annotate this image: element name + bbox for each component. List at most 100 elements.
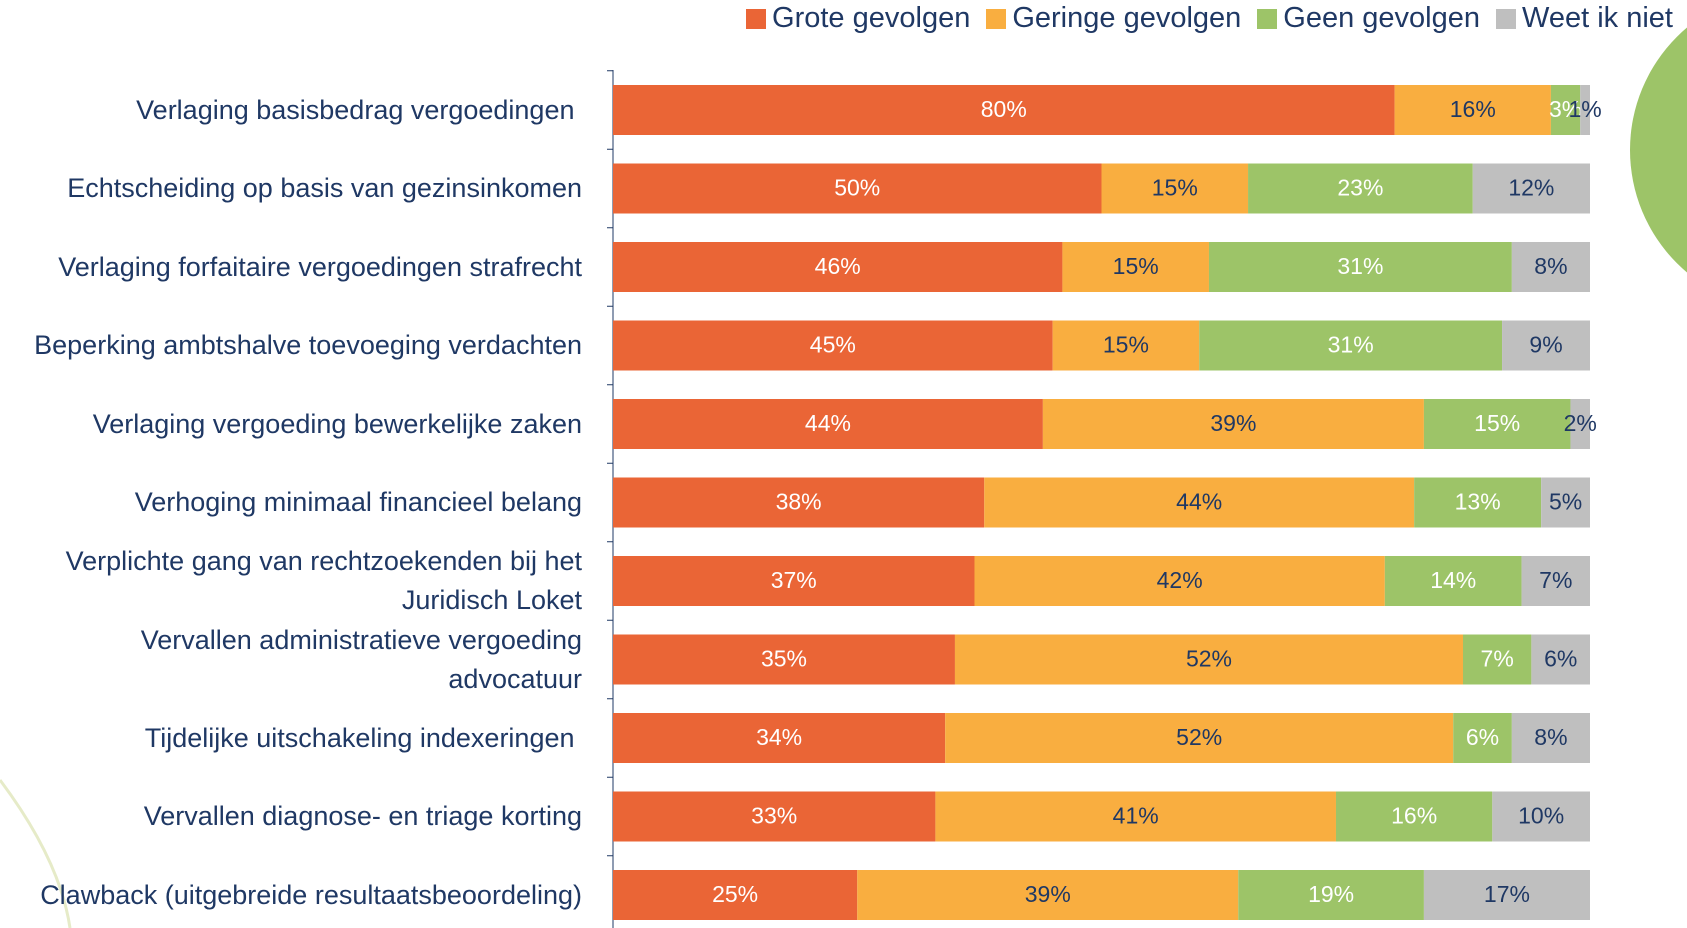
category-label: Tijdelijke uitschakeling indexeringen: [144, 722, 582, 753]
data-label: 38%: [776, 489, 822, 515]
data-label: 15%: [1474, 410, 1520, 436]
bar-segment: [613, 870, 858, 920]
bar-segment: [1062, 242, 1209, 292]
bar-segment: [945, 713, 1454, 763]
data-label: 25%: [712, 881, 758, 907]
category-label-box: Beperking ambtshalve toevoeging verdacht…: [0, 307, 582, 385]
data-label: 15%: [1152, 175, 1198, 201]
legend-swatch: [986, 8, 1007, 29]
bar-segment: [984, 477, 1415, 528]
data-label: 31%: [1328, 332, 1374, 358]
legend-label: Grote gevolgen: [772, 2, 971, 34]
category-label-box: Vervallen administratieve vergoeding adv…: [0, 621, 582, 699]
bar-segment: [1423, 870, 1590, 920]
bar-segment: [1335, 791, 1493, 842]
data-label: 14%: [1430, 567, 1476, 593]
category-label-box: Verhoging minimaal financieel belang: [0, 464, 582, 542]
bar-segment: [1238, 870, 1424, 920]
bar-segment: [1502, 320, 1590, 371]
data-label: 46%: [815, 253, 861, 279]
category-label-box: Verlaging forfaitaire vergoedingen straf…: [0, 228, 582, 306]
data-label: 19%: [1308, 881, 1354, 907]
bar-segment: [857, 870, 1239, 920]
legend-item: Grote gevolgen: [746, 2, 970, 35]
decor-curve: [0, 779, 72, 928]
category-label-box: Echtscheiding op basis van gezinsinkomen: [0, 150, 582, 228]
data-label: 16%: [1450, 96, 1496, 122]
bar-segment: [1472, 163, 1590, 214]
decor-circle: [1630, 27, 1687, 273]
data-label: 13%: [1455, 489, 1501, 515]
bar-segment: [613, 242, 1063, 292]
bar-segment: [1492, 791, 1590, 842]
legend-item: Geen gevolgen: [1257, 2, 1480, 35]
category-label: Clawback (uitgebreide resultaatsbeoordel…: [40, 879, 582, 910]
bar-segment: [1208, 242, 1512, 292]
data-label: 15%: [1113, 253, 1159, 279]
bar-segment: [1453, 713, 1512, 763]
data-label: 39%: [1025, 881, 1071, 907]
data-label: 3%: [1549, 96, 1582, 122]
data-label: 44%: [1176, 489, 1222, 515]
bar-segment: [1550, 85, 1581, 135]
bar-segment: [1511, 713, 1590, 763]
data-label: 44%: [805, 410, 851, 436]
bar-segment: [613, 634, 955, 685]
legend-item: Geringe gevolgen: [986, 2, 1241, 35]
data-label: 6%: [1544, 646, 1577, 672]
data-label: 52%: [1186, 646, 1232, 672]
category-label: Vervallen diagnose- en triage korting: [143, 801, 582, 831]
bar-segment: [1511, 242, 1590, 292]
bar-segment: [613, 713, 946, 763]
legend-item: Weet ik niet: [1496, 2, 1673, 35]
category-label: Verlaging basisbedrag vergoedingen: [136, 94, 582, 125]
bar-segment: [613, 320, 1053, 371]
bar-segment: [935, 791, 1336, 842]
legend: Grote gevolgen Geringe gevolgen Geen gevol…: [746, 2, 1673, 35]
data-label: 37%: [771, 567, 817, 593]
category-label-box: Verlaging vergoeding bewerkelijke zaken: [0, 385, 582, 463]
bar-segment: [613, 556, 975, 606]
data-label: 8%: [1534, 724, 1567, 750]
legend-swatch: [746, 8, 767, 29]
bar-segment: [613, 163, 1102, 214]
data-label: 39%: [1210, 410, 1256, 436]
data-label: 8%: [1534, 253, 1567, 279]
data-label: 15%: [1103, 332, 1149, 358]
category-label: Verplichte gang van rechtzoekenden bij h…: [65, 546, 590, 615]
data-label: 10%: [1518, 803, 1564, 829]
data-label: 7%: [1539, 567, 1572, 593]
legend-swatch: [1496, 8, 1517, 29]
category-label: Echtscheiding op basis van gezinsinkomen: [67, 173, 582, 203]
data-label: 34%: [756, 724, 802, 750]
data-label: 45%: [810, 332, 856, 358]
legend-label: Geen gevolgen: [1283, 2, 1481, 34]
bar-segment: [974, 556, 1385, 606]
data-label: 1%: [1568, 96, 1601, 122]
bar-segment: [1199, 320, 1503, 371]
data-label: 2%: [1564, 410, 1597, 436]
data-label: 41%: [1113, 803, 1159, 829]
category-label: Vervallen administratieve vergoeding adv…: [140, 624, 590, 694]
bar-segment: [1580, 85, 1590, 135]
bar-segment: [1570, 399, 1590, 449]
legend-label: Weet ik niet: [1522, 2, 1673, 34]
data-label: 31%: [1337, 253, 1383, 279]
data-label: 52%: [1176, 724, 1222, 750]
category-label-box: Verlaging basisbedrag vergoedingen: [0, 71, 582, 149]
data-label: 42%: [1157, 567, 1203, 593]
bar-segment: [954, 634, 1463, 685]
data-label: 7%: [1481, 646, 1514, 672]
bar-segment: [1423, 399, 1571, 449]
bar-segment: [613, 399, 1043, 449]
data-label: 23%: [1337, 175, 1383, 201]
bar-segment: [1462, 634, 1532, 685]
data-label: 33%: [751, 803, 797, 829]
data-label: 80%: [981, 96, 1027, 122]
data-label: 35%: [761, 646, 807, 672]
bar-segment: [1531, 634, 1590, 685]
bar-segment: [613, 791, 936, 842]
data-label: 16%: [1391, 803, 1437, 829]
